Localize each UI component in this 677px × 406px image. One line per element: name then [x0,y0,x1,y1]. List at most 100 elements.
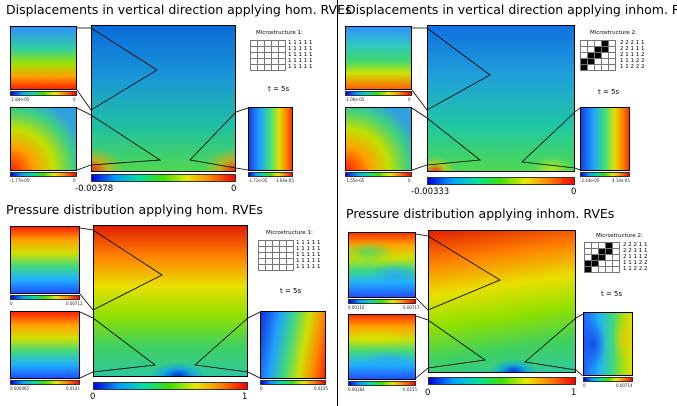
matrix-row: 1 1 1 1 1 [288,46,313,52]
microstructure-cell [273,265,280,271]
microstructure-cell [581,59,588,65]
rve-top-max-br: 0.00717 [403,305,420,310]
microstructure-cell [592,255,599,261]
displacement-field-tr [427,25,575,172]
colorbar-rve-bottom-left-tr [345,172,412,177]
colorbar-main-tl [91,174,236,182]
microstructure-cell [585,243,592,249]
rve-top-br [348,232,416,298]
colorbar-main-tr [427,177,575,185]
microstructure-cell [287,247,294,253]
microstructure-cell [609,65,616,71]
matrix-row: 1 1 1 1 1 [296,246,321,252]
microstructure-cell [613,267,620,273]
microstructure-cell [581,65,588,71]
microstructure-label-bl: Microstructure 1: [266,230,313,236]
matrix-row: 2 2 1 1 1 [620,46,645,52]
microstructure-cell [258,47,265,53]
microstructure-cell [272,41,279,47]
microstructure-cell [287,259,294,265]
microstructure-cell [272,59,279,65]
rve-bottom-right-min-bl: 0 [260,386,263,391]
microstructure-cell [599,249,606,255]
matrix-row: 1 1 1 2 2 [620,58,645,64]
microstructure-label-tr: Microstructure 2: [590,30,637,36]
microstructure-cell [585,267,592,273]
microstructure-cell [599,255,606,261]
microstructure-cell [265,41,272,47]
colorbar-rve-top-tr [345,91,412,96]
rve-top-min-tr: -1.06e-05 [345,97,365,102]
microstructure-cell [280,241,287,247]
rve-top-min-tl: -1.84e-05 [10,97,30,102]
main-min-label-br: 0 [425,388,431,398]
microstructure-cell [588,47,595,53]
panel-title-tl: Displacements in vertical direction appl… [6,2,352,17]
rve-bottom-left-min-br: 0.00184 [348,387,365,392]
microstructure-cell [272,53,279,59]
colorbar-rve-bottom-right-tl [248,172,293,177]
matrix-row: 1 1 2 2 2 [620,64,645,70]
microstructure-cell [279,47,286,53]
microstructure-cell [272,47,279,53]
rve-top-min-bl: 0 [10,301,13,306]
matrix-row: 1 1 1 1 1 [288,40,313,46]
rve-bottom-left-max-bl: 0.0141 [66,386,80,391]
microstructure-cell [599,267,606,273]
microstructure-cell [279,41,286,47]
rve-bottom-left-tl [10,107,77,171]
matrix-row: 1 1 1 1 1 [288,58,313,64]
matrix-row: 2 2 2 1 1 [623,242,648,248]
rve-bottom-right-bl [260,311,326,379]
matrix-row: 1 1 1 1 1 [288,64,313,70]
microstructure-cell [606,267,613,273]
microstructure-cell [259,241,266,247]
matrix-row: 1 1 1 1 1 [296,264,321,270]
microstructure-cell [259,247,266,253]
microstructure-cell [280,259,287,265]
microstructure-cell [592,261,599,267]
matrix-row: 2 1 1 1 2 [620,52,645,58]
microstructure-cell [258,65,265,71]
microstructure-cell [602,65,609,71]
microstructure-cell [588,53,595,59]
microstructure-cell [258,41,265,47]
rve-bottom-right-tr [580,107,630,171]
colorbar-rve-bottom-right-bl [260,380,326,385]
microstructure-cell [592,267,599,273]
microstructure-cell [287,265,294,271]
microstructure-cell [595,53,602,59]
microstructure-cell [258,53,265,59]
microstructure-cell [595,41,602,47]
microstructure-cell [259,259,266,265]
matrix-row: 1 1 1 1 1 [296,252,321,258]
microstructure-cell [585,261,592,267]
rve-bottom-right-max-br: 0.00714 [616,383,633,388]
microstructure-cell [279,65,286,71]
colorbar-rve-bottom-right-tr [580,172,630,177]
panel-title-bl: Pressure distribution applying hom. RVEs [6,202,263,217]
microstructure-cell [280,253,287,259]
rve-bottom-right-min-tr: -2.44e-05 [580,178,600,183]
main-max-label-bl: 1 [242,392,248,402]
microstructure-cell [287,241,294,247]
microstructure-cell [287,253,294,259]
matrix-row: 1 1 1 1 1 [288,52,313,58]
colorbar-rve-top-bl [10,295,80,300]
microstructure-cell [588,65,595,71]
microstructure-cell [266,265,273,271]
microstructure-cell [251,41,258,47]
microstructure-cell [581,53,588,59]
rve-bottom-left-max-br: 0.0155 [403,387,417,392]
colorbar-rve-bottom-left-bl [10,380,80,385]
microstructure-cell [581,41,588,47]
microstructure-cell [259,265,266,271]
rve-bottom-left-min-tr: -1.55e-05 [345,178,365,183]
microstructure-cell [265,65,272,71]
rve-bottom-right-max-bl: 0.0135 [314,386,328,391]
time-label-tr: t = 5s [598,88,620,96]
microstructure-cell [613,249,620,255]
